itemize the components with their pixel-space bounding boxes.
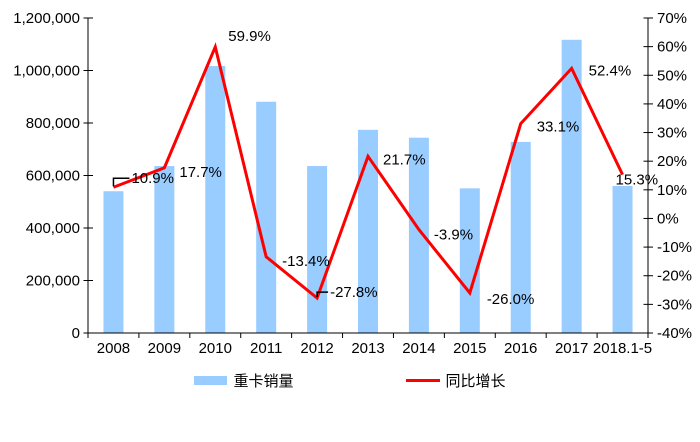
right-axis-tick-label: -20% <box>657 268 692 285</box>
bar <box>256 101 277 333</box>
x-axis-category-label: 2015 <box>453 340 486 357</box>
legend-line-swatch-icon <box>405 379 440 382</box>
bar <box>205 66 226 333</box>
growth-data-label: -26.0% <box>487 291 535 308</box>
x-axis-category-label: 2013 <box>351 340 384 357</box>
left-axis-tick-label: 1,200,000 <box>13 10 80 27</box>
bar <box>459 188 480 333</box>
left-axis-tick-label: 600,000 <box>26 168 80 185</box>
x-axis-category-label: 2017 <box>555 340 588 357</box>
legend-line-label: 同比增长 <box>445 373 506 390</box>
growth-data-label: -27.8% <box>330 284 378 301</box>
bar <box>358 129 378 333</box>
growth-data-label: 59.9% <box>228 28 271 45</box>
right-axis-tick-label: 10% <box>657 182 687 199</box>
left-axis-tick-label: 400,000 <box>26 220 80 237</box>
bar <box>154 166 175 333</box>
x-axis-category-label: 2014 <box>402 340 435 357</box>
legend-item-sales: 重卡销量 <box>194 370 294 391</box>
growth-data-label: 21.7% <box>383 151 426 168</box>
bar <box>103 191 124 333</box>
legend-item-growth: 同比增长 <box>405 370 506 391</box>
bar <box>612 186 633 333</box>
left-axis-tick-label: 200,000 <box>26 273 80 290</box>
right-axis-tick-label: 70% <box>657 10 687 27</box>
growth-data-label: 10.9% <box>131 170 174 187</box>
left-axis-tick-label: 0 <box>72 325 80 342</box>
bar <box>307 166 328 333</box>
x-axis-category-label: 2010 <box>199 340 232 357</box>
x-axis-category-label: 2012 <box>300 340 333 357</box>
right-axis-tick-label: -10% <box>657 239 692 256</box>
x-axis-category-label: 2018.1-5 <box>593 340 652 357</box>
right-axis-tick-label: 60% <box>657 39 687 56</box>
growth-line <box>112 42 624 301</box>
left-axis-tick-label: 800,000 <box>26 115 80 132</box>
right-axis-tick-label: -30% <box>657 296 692 313</box>
x-axis-category-label: 2008 <box>97 340 130 357</box>
bar <box>561 39 582 333</box>
x-axis-category-label: 2011 <box>250 340 282 357</box>
right-axis-tick-label: 20% <box>657 153 687 170</box>
right-axis-tick-label: 40% <box>657 96 687 113</box>
x-axis-category-label: 2009 <box>148 340 181 357</box>
growth-data-label: -13.4% <box>282 253 330 270</box>
x-axis-category-label: 2016 <box>504 340 537 357</box>
growth-data-label: 52.4% <box>589 62 632 79</box>
right-axis-tick-label: 0% <box>657 210 679 227</box>
legend-bar-label: 重卡销量 <box>233 373 294 390</box>
growth-data-label: 15.3% <box>616 172 659 189</box>
bar <box>510 141 531 333</box>
growth-data-label: 33.1% <box>537 119 580 136</box>
growth-data-label: -3.9% <box>434 227 473 244</box>
data-label-leader-line <box>316 291 329 298</box>
data-label-leader-line <box>112 177 130 187</box>
legend-bar-swatch-icon <box>194 376 228 385</box>
right-axis-tick-label: 50% <box>657 67 687 84</box>
right-axis-tick-label: 30% <box>657 125 687 142</box>
legend: 重卡销量 同比增长 <box>0 370 700 391</box>
bar <box>408 137 429 333</box>
right-axis-tick-label: -40% <box>657 325 692 342</box>
left-axis-tick-label: 1,000,000 <box>13 63 80 80</box>
growth-data-label: 17.7% <box>179 164 222 181</box>
